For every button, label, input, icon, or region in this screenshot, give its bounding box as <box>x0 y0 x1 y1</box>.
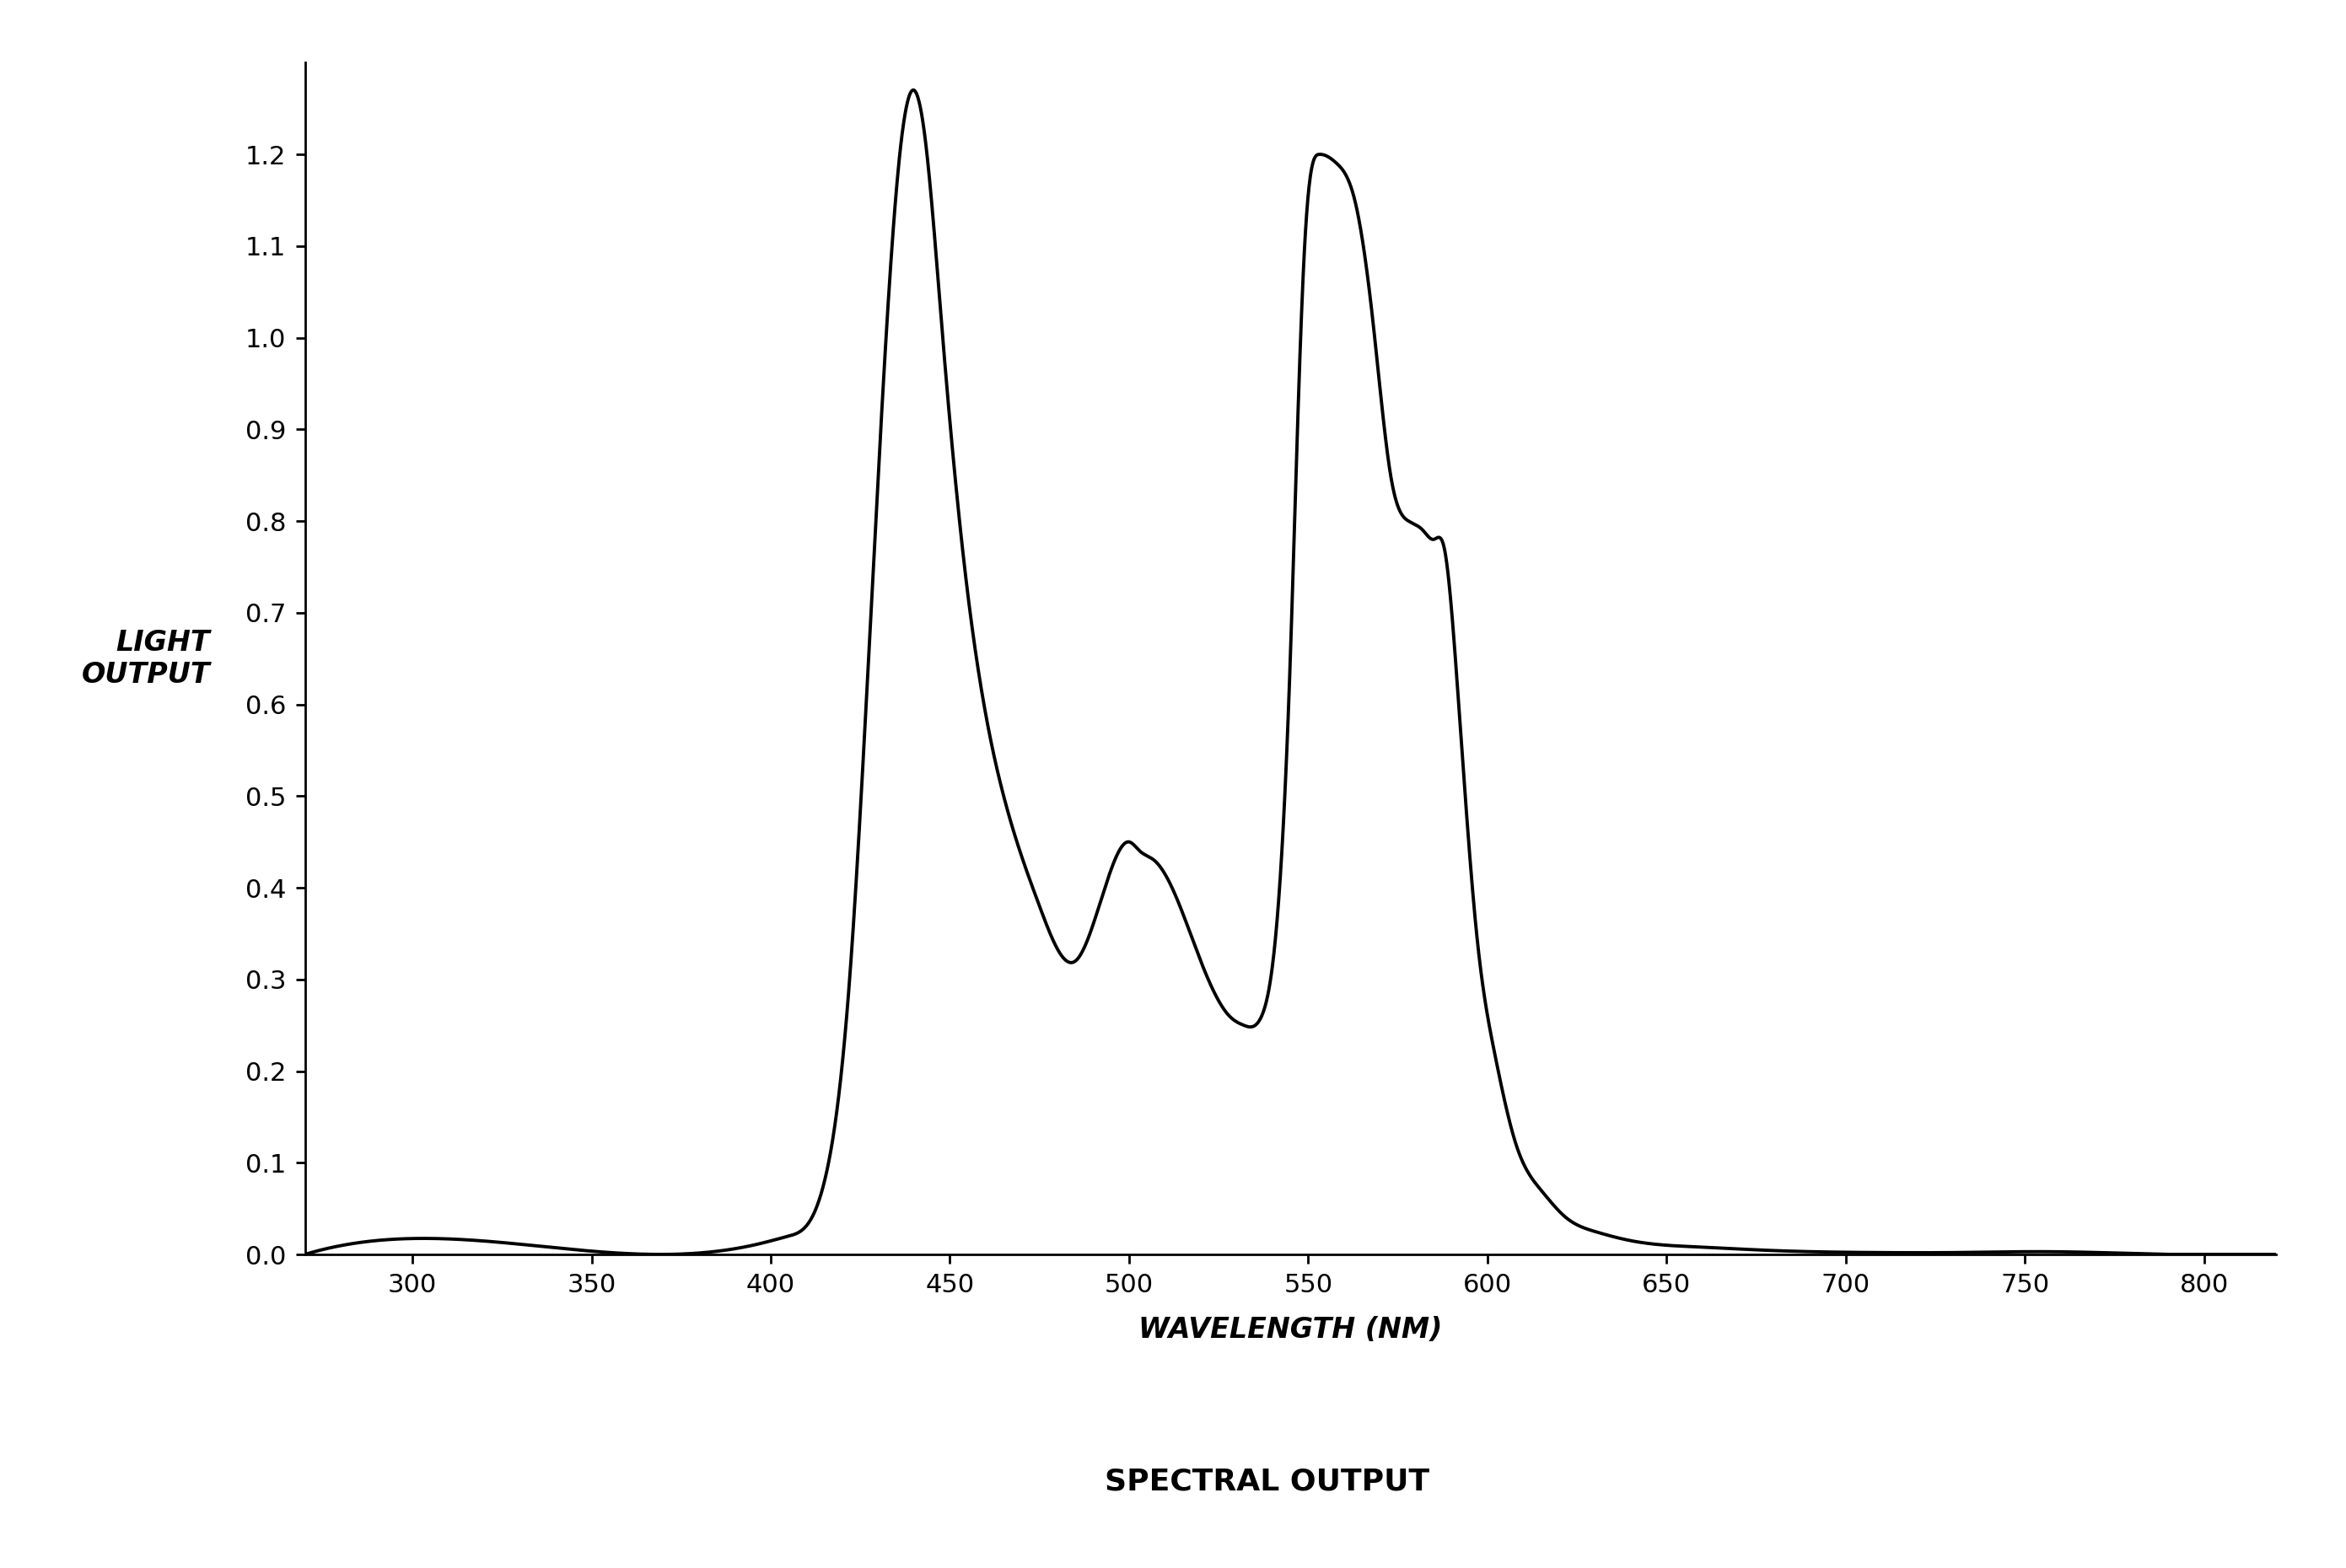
Text: SPECTRAL OUTPUT: SPECTRAL OUTPUT <box>1105 1468 1429 1496</box>
Y-axis label: LIGHT
OUTPUT: LIGHT OUTPUT <box>82 629 211 688</box>
X-axis label: WAVELENGTH (NM): WAVELENGTH (NM) <box>1138 1316 1443 1344</box>
